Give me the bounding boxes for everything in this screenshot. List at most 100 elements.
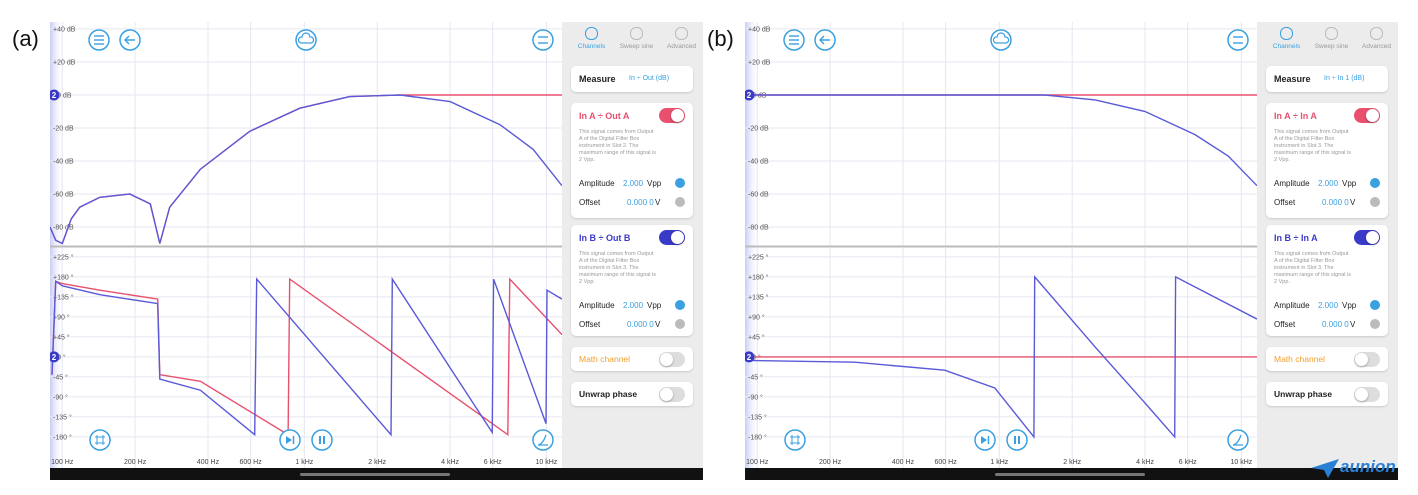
channel-title: In A ÷ In A xyxy=(1274,111,1317,121)
toggle[interactable] xyxy=(1354,230,1380,245)
sidebar: Channels Sweep sine Advanced Measure In ÷ In… xyxy=(1257,22,1398,468)
sidebar: Channels Sweep sine Advanced Measure In ÷ Ou… xyxy=(562,22,703,468)
channel-card: In A ÷ In A This signal comes from Output… xyxy=(1266,103,1388,218)
channel-title: In A ÷ Out A xyxy=(579,111,630,121)
amplitude-value[interactable]: 2.000 xyxy=(1318,179,1339,188)
icon-cloud xyxy=(297,32,315,44)
measure-value: In ÷ In 1 (dB) xyxy=(1324,75,1365,82)
logo-shape xyxy=(1311,459,1339,478)
measure-label: Measure xyxy=(1274,74,1311,84)
offset-button xyxy=(1370,197,1380,207)
y-tick-label: -90 ° xyxy=(748,393,763,401)
channel-description: This signal comes from Output A of the D… xyxy=(1274,129,1352,163)
pause-icon xyxy=(311,429,333,451)
tab-label: Sweep sine xyxy=(619,43,654,50)
y-tick-label: +45 ° xyxy=(748,333,765,341)
toggle[interactable] xyxy=(659,386,685,402)
amplitude-unit: Vpp xyxy=(647,179,662,188)
offset-label: Offset xyxy=(1274,198,1296,207)
plot-area: +40 dB +20 dB +0 dB -20 dB -40 dB -60 dB -80 d… xyxy=(745,22,1257,468)
x-tick-label: 6 kHz xyxy=(484,459,502,466)
x-tick-label: 2 kHz xyxy=(1063,459,1081,466)
toggle[interactable] xyxy=(659,351,685,367)
offset-value[interactable]: 0.000 0 xyxy=(1322,198,1349,207)
channel-marker xyxy=(745,351,755,363)
sweep-icon xyxy=(1227,429,1249,451)
tab-label: Sweep sine xyxy=(1314,43,1349,50)
unwrap-label: Unwrap phase xyxy=(1274,389,1333,399)
y-tick-label: -180 ° xyxy=(53,433,72,441)
x-tick-label: 400 Hz xyxy=(197,459,220,466)
x-tick-label: 200 Hz xyxy=(819,459,842,466)
math-card: Math channel xyxy=(1266,347,1388,371)
channel-card: In A ÷ Out A This signal comes from Outpu… xyxy=(571,103,693,218)
channel-marker-label: 2 xyxy=(52,353,57,362)
back-icon xyxy=(119,29,141,51)
tab-label: Channels xyxy=(577,43,606,50)
tab-label: Channels xyxy=(1272,43,1301,50)
offset-value[interactable]: 0.000 0 xyxy=(627,320,654,329)
grid-icon xyxy=(784,429,806,451)
toggle[interactable] xyxy=(1354,351,1380,367)
channel-title: In B ÷ In A xyxy=(1274,233,1318,243)
y-tick-label: -60 dB xyxy=(53,191,74,198)
toggle-knob xyxy=(1366,231,1379,244)
offset-label: Offset xyxy=(1274,320,1296,329)
icon-ring xyxy=(990,29,1012,51)
amplitude-button xyxy=(675,300,685,310)
offset-button xyxy=(675,197,685,207)
home-strip xyxy=(745,468,1398,480)
toggle-knob xyxy=(1355,352,1368,366)
x-tick-label: 600 Hz xyxy=(240,459,263,466)
y-tick-label: -135 ° xyxy=(53,413,72,421)
y-tick-label: +45 ° xyxy=(53,333,70,341)
x-tick-label: 6 kHz xyxy=(1179,459,1197,466)
logo-mark xyxy=(1311,459,1339,478)
channel-description: This signal comes from Output A of the D… xyxy=(579,129,657,163)
tab-label: Advanced xyxy=(667,43,696,50)
amplitude-unit: Vpp xyxy=(1342,179,1357,188)
offset-unit: V xyxy=(1350,320,1356,329)
tab-icon xyxy=(630,27,643,40)
panel-label: (a) xyxy=(12,26,39,51)
icon-sweep xyxy=(537,434,548,446)
toggle[interactable] xyxy=(1354,386,1380,402)
menu-icon xyxy=(88,29,110,51)
measure-card: Measure In ÷ In 1 (dB) xyxy=(1266,66,1388,92)
offset-value[interactable]: 0.000 0 xyxy=(1322,320,1349,329)
unwrap-label: Unwrap phase xyxy=(579,389,638,399)
amplitude-value[interactable]: 2.000 xyxy=(623,179,644,188)
cloud-icon xyxy=(990,29,1012,51)
home-strip xyxy=(50,468,703,480)
sweep-icon xyxy=(532,429,554,451)
icon-cloud xyxy=(992,32,1010,44)
channel-description: This signal comes from Output A of the D… xyxy=(1274,251,1352,285)
icon-sweep xyxy=(1232,434,1243,446)
toggle-knob xyxy=(660,387,673,401)
toggle[interactable] xyxy=(659,108,685,123)
y-tick-label: +0 dB xyxy=(748,92,767,99)
amplitude-label: Amplitude xyxy=(579,179,615,188)
x-tick-label: 100 Hz xyxy=(51,459,74,466)
app-screen: +40 dB +20 dB +0 dB -20 dB -40 dB -60 dB -80 d… xyxy=(50,22,703,480)
y-tick-label: -180 ° xyxy=(748,433,767,441)
toggle[interactable] xyxy=(1354,108,1380,123)
x-tick-label: 400 Hz xyxy=(892,459,915,466)
offset-value[interactable]: 0.000 0 xyxy=(627,198,654,207)
x-tick-label: 100 Hz xyxy=(746,459,769,466)
trace xyxy=(51,277,562,437)
amplitude-value[interactable]: 2.000 xyxy=(1318,301,1339,310)
y-tick-label: +225 ° xyxy=(53,253,74,261)
amplitude-unit: Vpp xyxy=(647,301,662,310)
tab-icon xyxy=(1370,27,1383,40)
x-tick-label: 4 kHz xyxy=(441,459,459,466)
cloud-icon xyxy=(295,29,317,51)
x-tick-label: 200 Hz xyxy=(124,459,147,466)
play-step-icon xyxy=(974,429,996,451)
offset-button xyxy=(675,319,685,329)
toggle[interactable] xyxy=(659,230,685,245)
amplitude-value[interactable]: 2.000 xyxy=(623,301,644,310)
x-tick-label: 600 Hz xyxy=(935,459,958,466)
y-tick-label: -20 dB xyxy=(748,125,769,132)
